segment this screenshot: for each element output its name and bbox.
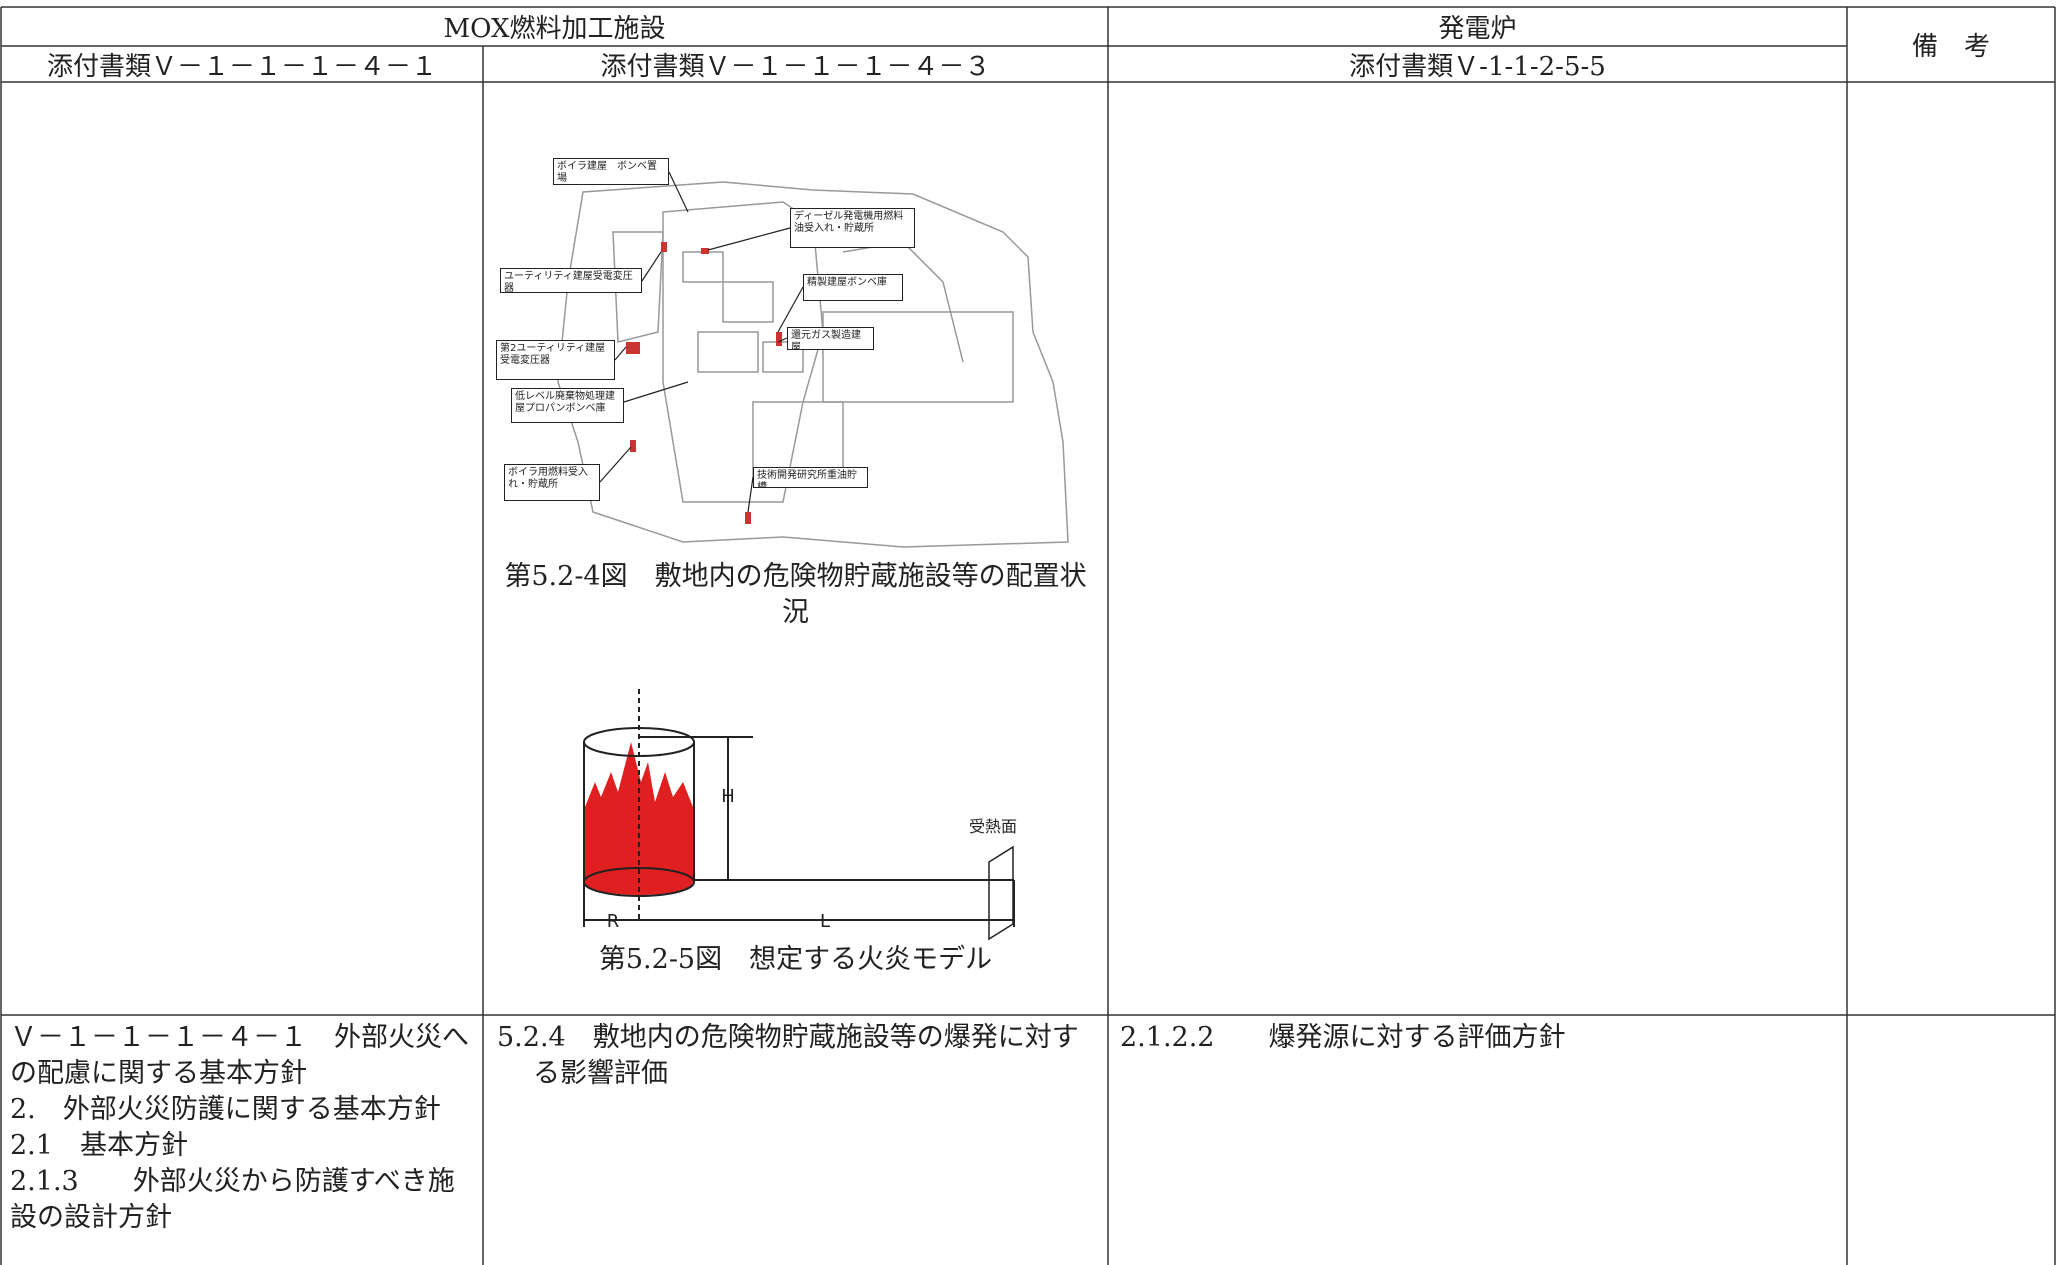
map-label: 第2ユーティリティ建屋受電変圧器 <box>496 340 615 380</box>
paragraph: 5.2.4 敷地内の危険物貯蔵施設等の爆発に対する影響評価 <box>497 1022 1079 1089</box>
text-cell: 2.1.2.2 爆発源に対する評価方針 <box>1120 1020 1840 1056</box>
fire-label: 受熱面 <box>969 817 1017 836</box>
map-label: 精製建屋ボンベ庫 <box>803 274 903 301</box>
paragraph: 2.1.2.2 爆発源に対する評価方針 <box>1120 1022 1566 1053</box>
map-label: 低レベル廃棄物処理建屋プロパンボンベ庫 <box>511 388 624 423</box>
map-label: ボイラ用燃料受入れ・貯蔵所 <box>504 464 600 501</box>
fire-label: L <box>820 911 830 932</box>
figure-caption: 第5.2-5図 想定する火炎モデル <box>598 944 993 975</box>
paragraph: 2.1 基本方針 <box>10 1130 188 1161</box>
figure-cell: ボイラ建屋 ボンベ置場ディーゼル発電機用燃料油受入れ・貯蔵所ユーティリティ建屋受… <box>483 82 1108 1015</box>
fire-label: R <box>607 911 620 932</box>
doc-header: 添付書類Ｖ-1-1-2-5-5 <box>1349 51 1606 82</box>
doc-header: 添付書類Ｖ－１－１－１－４－１ <box>46 51 437 82</box>
header-remarks: 備 考 <box>1911 32 1990 62</box>
fire-model: H R L 受熱面 <box>583 689 1017 941</box>
map-label: ボイラ建屋 ボンベ置場 <box>553 158 669 185</box>
map-label: ディーゼル発電機用燃料油受入れ・貯蔵所 <box>790 208 915 248</box>
paragraph: 2. 外部火災防護に関する基本方針 <box>10 1094 441 1125</box>
header-mox: MOX燃料加工施設 <box>443 14 666 44</box>
map-label: ユーティリティ建屋受電変圧器 <box>500 268 642 293</box>
text-cell: 5.2.4 敷地内の危険物貯蔵施設等の爆発に対する影響評価 <box>497 1020 1097 1092</box>
figure-caption: 第5.2-4図 敷地内の危険物貯蔵施設等の配置状況 <box>504 561 1087 628</box>
map-label: 技術開発研究所重油貯槽 <box>753 467 868 488</box>
map-label: 還元ガス製造建屋 <box>787 327 874 350</box>
text-cell: Ｖ－１－１－１－４－１ 外部火災への配慮に関する基本方針 2. 外部火災防護に関… <box>10 1020 475 1236</box>
doc-header: 添付書類Ｖ－１－１－１－４－３ <box>600 51 991 82</box>
fire-label: H <box>721 786 735 807</box>
header-reactor: 発電炉 <box>1438 14 1517 44</box>
paragraph: Ｖ－１－１－１－４－１ 外部火災への配慮に関する基本方針 <box>10 1022 469 1089</box>
paragraph: 2.1.3 外部火災から防護すべき施設の設計方針 <box>10 1166 455 1233</box>
